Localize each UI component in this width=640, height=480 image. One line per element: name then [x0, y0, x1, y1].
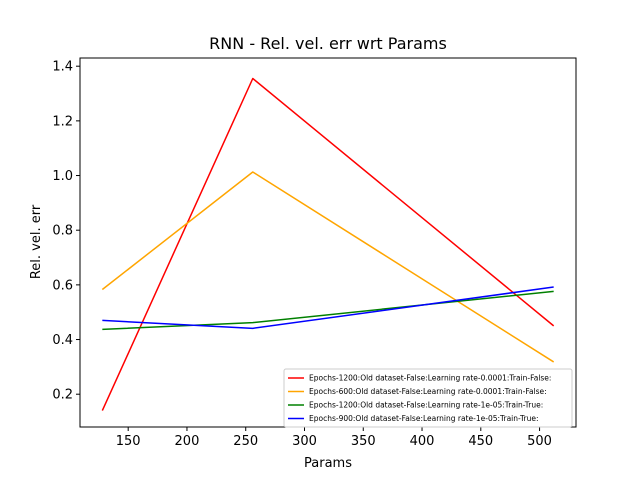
x-tick-label: 500 — [527, 434, 552, 449]
y-tick-label: 0.4 — [52, 333, 73, 348]
legend-label: Epochs-900:Old dataset-False:Learning ra… — [309, 414, 539, 423]
y-tick-label: 0.2 — [52, 388, 73, 403]
legend-label: Epochs-1200:Old dataset-False:Learning r… — [309, 374, 551, 383]
x-tick-label: 150 — [116, 434, 141, 449]
y-axis-label: Rel. vel. err — [29, 204, 44, 279]
x-tick-label: 350 — [351, 434, 376, 449]
x-tick-label: 250 — [233, 434, 258, 449]
y-tick-label: 1.0 — [52, 169, 73, 184]
legend-label: Epochs-1200:Old dataset-False:Learning r… — [309, 401, 543, 410]
legend: Epochs-1200:Old dataset-False:Learning r… — [283, 368, 573, 428]
y-tick-label: 1.4 — [52, 60, 73, 75]
x-axis-ticks: 150 200 250 300 350 400 450 500 — [116, 427, 552, 449]
chart-title: RNN - Rel. vel. err wrt Params — [209, 34, 447, 53]
series-line-2 — [101, 171, 555, 363]
x-tick-label: 300 — [292, 434, 317, 449]
x-axis-label: Params — [304, 456, 352, 471]
legend-label: Epochs-600:Old dataset-False:Learning ra… — [309, 387, 547, 396]
y-tick-label: 0.8 — [52, 224, 73, 239]
series-line-4 — [102, 286, 554, 330]
x-tick-label: 200 — [175, 434, 200, 449]
x-tick-label: 400 — [410, 434, 435, 449]
x-tick-label: 450 — [468, 434, 493, 449]
y-axis-ticks: 0.2 0.4 0.6 0.8 1.0 1.2 1.4 — [52, 60, 80, 403]
y-tick-label: 0.6 — [52, 278, 73, 293]
y-tick-label: 1.2 — [52, 114, 73, 129]
plot-lines — [101, 77, 555, 411]
series-line-3 — [102, 290, 554, 331]
legend-box — [283, 368, 573, 428]
series-line-1 — [101, 77, 555, 411]
